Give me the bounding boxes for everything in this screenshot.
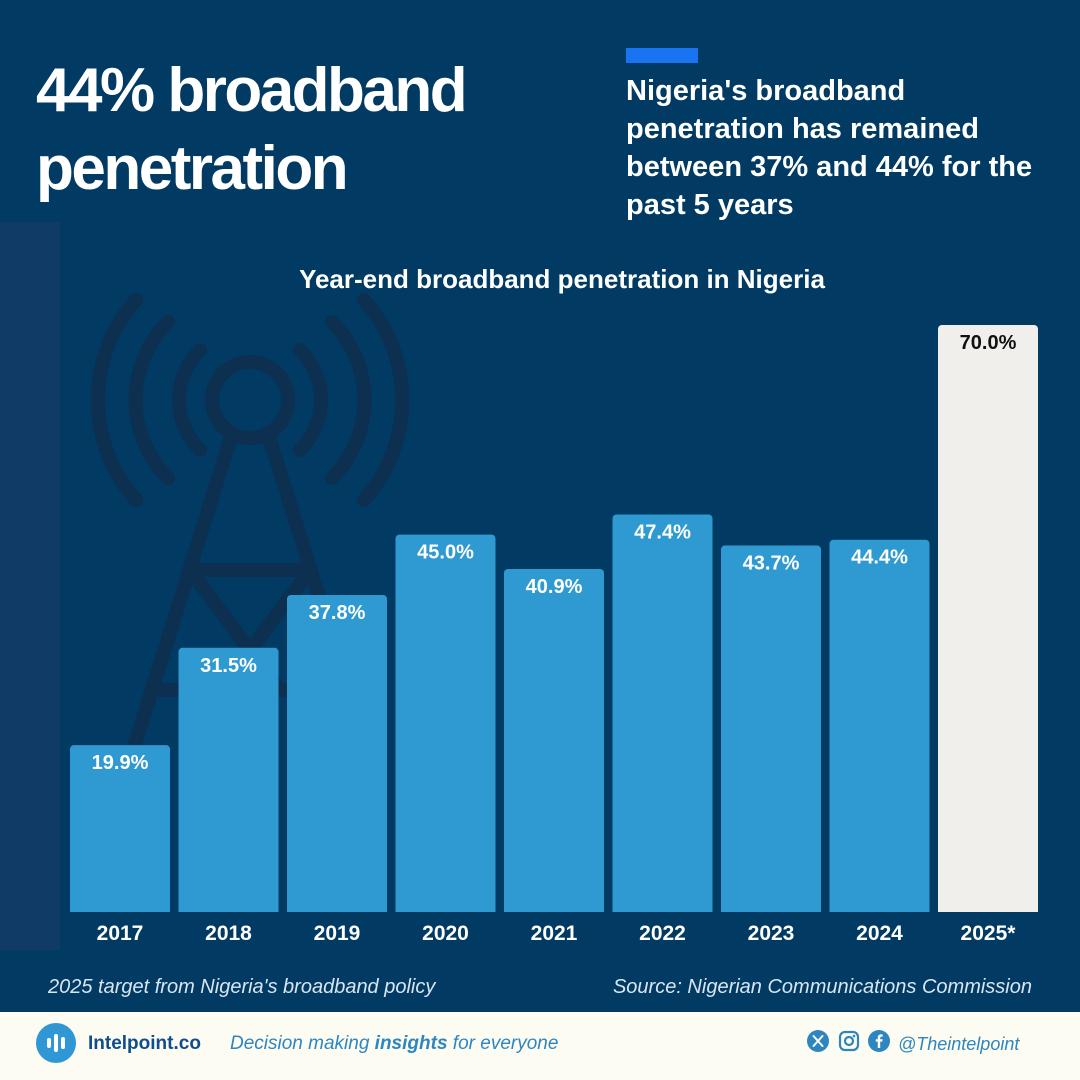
tagline-start: Decision making [230, 1033, 375, 1054]
category-label: 2019 [314, 922, 361, 945]
category-label: 2017 [97, 922, 144, 945]
bar-2023 [721, 545, 821, 916]
source-note: Source: Nigerian Communications Commissi… [612, 976, 1032, 998]
value-label: 40.9% [526, 576, 583, 598]
bar-2017 [70, 745, 170, 916]
x-icon[interactable] [807, 1030, 829, 1052]
category-label: 2024 [856, 922, 903, 945]
bar-2019 [287, 595, 387, 916]
value-label: 19.9% [92, 752, 149, 774]
social-handle[interactable]: @Theintelpoint [898, 1034, 1020, 1054]
bar-2021 [504, 569, 604, 916]
value-label: 47.4% [634, 522, 691, 544]
bar-2018 [178, 647, 279, 916]
value-label: 45.0% [417, 542, 474, 564]
value-label: 37.8% [309, 602, 366, 624]
headline: 44% broadband penetration [36, 52, 596, 208]
brand-name[interactable]: Intelpoint.co [88, 1033, 201, 1054]
category-label: 2021 [531, 922, 578, 945]
value-label: 31.5% [200, 655, 257, 677]
chart-title: Year-end broadband penetration in Nigeri… [299, 264, 825, 294]
bar-target-2025 [938, 325, 1038, 916]
intelpoint-logo-icon [36, 1023, 76, 1063]
headline-line-1: 44% broadband [36, 56, 468, 125]
bar-2022 [612, 514, 713, 916]
side-panel [0, 222, 60, 950]
value-label: 44.4% [851, 547, 908, 569]
tagline: Decision making insights for everyone [230, 1032, 558, 1056]
category-label: 2020 [422, 922, 469, 945]
bar-2020 [395, 534, 496, 916]
accent-bar [626, 48, 698, 63]
facebook-icon[interactable] [868, 1030, 890, 1052]
tagline-end: for everyone [447, 1033, 559, 1054]
category-label: 2025* [961, 922, 1017, 945]
category-label: 2023 [748, 922, 795, 945]
category-label: 2018 [205, 922, 252, 945]
bar-chart: 19.9% 2017 31.5% 2018 37.8% 2019 45.0% 2020 40.9… [60, 325, 1060, 945]
footer: Intelpoint.co Decision making insights f… [0, 1012, 1080, 1080]
headline-line-2: penetration [36, 134, 349, 203]
instagram-icon[interactable] [838, 1030, 860, 1052]
category-label: 2022 [639, 922, 686, 945]
value-label: 43.7% [743, 553, 800, 575]
baseline-cover [60, 912, 1060, 916]
broadcast-tower-icon [90, 293, 410, 767]
subheadline: Nigeria's broadband penetration has rema… [626, 75, 1033, 221]
tagline-emphasis: insights [374, 1033, 448, 1054]
bar-2024 [829, 539, 930, 916]
value-label: 70.0% [960, 332, 1017, 354]
target-note: 2025 target from Nigeria's broadband pol… [48, 976, 436, 998]
